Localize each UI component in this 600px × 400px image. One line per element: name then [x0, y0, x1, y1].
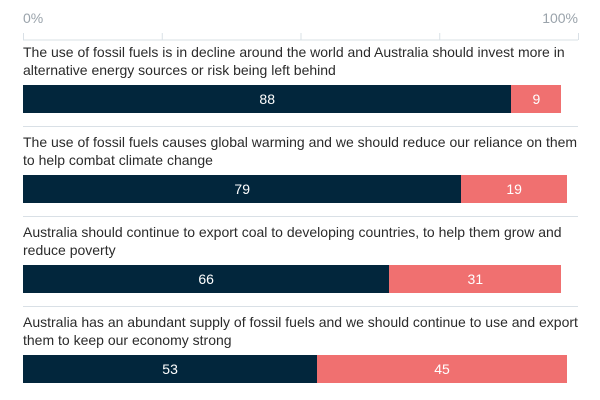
tick-label-0: 0% [23, 10, 44, 26]
row-divider [23, 216, 578, 217]
data-label: 19 [506, 181, 522, 197]
data-label: 88 [259, 91, 275, 107]
row-divider [23, 126, 578, 127]
statement-label: Australia should continue to export coal… [23, 224, 562, 258]
statement-label: The use of fossil fuels is in decline ar… [23, 44, 565, 78]
bar-agree: 88 [23, 85, 512, 113]
bar-disagree: 31 [389, 265, 562, 293]
bar-agree: 53 [23, 355, 318, 383]
tick-label-100: 100% [542, 10, 578, 26]
bar-agree: 79 [23, 175, 462, 203]
statement-label: The use of fossil fuels causes global wa… [23, 134, 578, 168]
data-label: 31 [467, 271, 484, 287]
bar-disagree: 45 [317, 355, 567, 383]
x-axis [23, 33, 579, 41]
data-label: 9 [532, 91, 541, 107]
bar-agree: 66 [23, 265, 390, 293]
statement-label: Australia has an abundant supply of foss… [23, 314, 578, 348]
bar-disagree: 19 [461, 175, 567, 203]
data-label: 66 [198, 271, 214, 287]
data-label: 45 [434, 361, 450, 377]
data-label: 53 [162, 361, 178, 377]
bar-disagree: 9 [511, 85, 562, 113]
data-label: 79 [234, 181, 250, 197]
row-divider [23, 306, 578, 307]
